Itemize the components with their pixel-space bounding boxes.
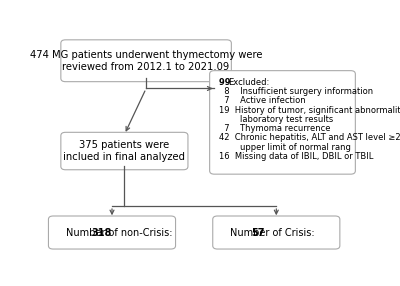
FancyBboxPatch shape [48,216,176,249]
Text: 318: 318 [92,228,112,237]
Text: 57: 57 [251,228,264,237]
FancyBboxPatch shape [61,40,231,82]
Text: 42  Chronic hepatitis, ALT and AST level ≥2 the times: 42 Chronic hepatitis, ALT and AST level … [219,133,400,142]
Text: 8    Insufficient surgery information: 8 Insufficient surgery information [219,87,373,96]
Text: Number of non-Crisis:: Number of non-Crisis: [66,228,175,237]
Text: upper limit of normal rang: upper limit of normal rang [219,143,351,152]
Text: Excluded:: Excluded: [228,78,269,87]
Text: 474 MG patients underwent thymectomy were
reviewed from 2012.1 to 2021.09: 474 MG patients underwent thymectomy wer… [30,50,262,72]
Text: Number of Crisis:: Number of Crisis: [230,228,318,237]
Text: 7    Active infection: 7 Active infection [219,96,306,105]
Text: 7    Thymoma recurrence: 7 Thymoma recurrence [219,124,330,133]
FancyBboxPatch shape [210,71,355,174]
Text: 375 patients were
inclued in final analyzed: 375 patients were inclued in final analy… [63,140,185,162]
Text: 99: 99 [219,78,233,87]
FancyBboxPatch shape [61,132,188,170]
Text: 19  History of tumor, significant abnormalities in: 19 History of tumor, significant abnorma… [219,106,400,115]
Text: laboratory test results: laboratory test results [219,115,333,124]
FancyBboxPatch shape [213,216,340,249]
Text: 16  Missing data of IBIL, DBIL or TBIL: 16 Missing data of IBIL, DBIL or TBIL [219,152,373,161]
